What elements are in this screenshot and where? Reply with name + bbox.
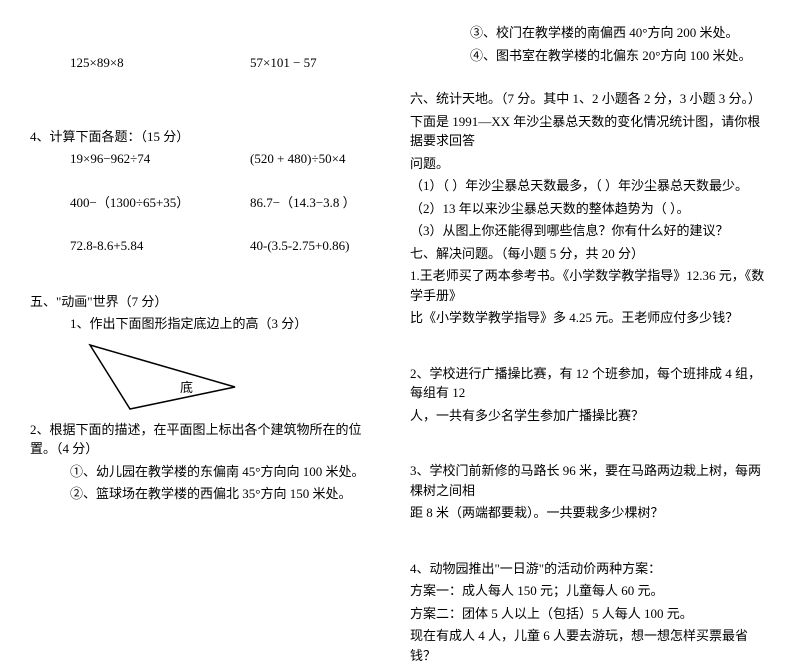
- section-5-title: 五、"动画"世界（7 分）: [30, 292, 380, 312]
- s6-q1: （1）（ ）年沙尘暴总天数最多，（ ）年沙尘暴总天数最少。: [410, 176, 770, 196]
- expr-1b: 57×101 − 57: [250, 53, 380, 73]
- s5-item-2-2: ②、篮球场在教学楼的西偏北 35°方向 150 米处。: [30, 484, 380, 504]
- s7-q4-b: 方案一：成人每人 150 元；儿童每人 60 元。: [410, 581, 770, 601]
- s4-row-1: 19×96−962÷74 (520 + 480)÷50×4: [30, 149, 380, 169]
- s6-intro-1: 下面是 1991—XX 年沙尘暴总天数的变化情况统计图，请你根据要求回答: [410, 112, 770, 151]
- s7-q1-b: 比《小学数学教学指导》多 4.25 元。王老师应付多少钱？: [410, 308, 770, 328]
- s4-row-2: 400−（1300÷65+35） 86.7−（14.3−3.8 ）: [30, 193, 380, 213]
- s7-q1-a: 1.王老师买了两本参考书。《小学数学教学指导》12.36 元，《数学手册》: [410, 266, 770, 305]
- expr-row-1: 125×89×8 57×101 − 57: [30, 53, 380, 73]
- s7-q2-a: 2、学校进行广播操比赛，有 12 个班参加，每个班排成 4 组，每组有 12: [410, 364, 770, 403]
- page: 125×89×8 57×101 − 57 4、计算下面各题：（15 分） 19×…: [0, 0, 800, 565]
- s7-q4-d: 现在有成人 4 人，儿童 6 人要去游玩，想一想怎样买票最省钱？: [410, 626, 770, 665]
- s7-q4-a: 4、动物园推出"一日游"的活动价两种方案：: [410, 559, 770, 579]
- s4-row-3: 72.8-8.6+5.84 40-(3.5-2.75+0.86): [30, 236, 380, 256]
- section-4-title: 4、计算下面各题：（15 分）: [30, 127, 380, 147]
- s4-3a: 72.8-8.6+5.84: [70, 236, 250, 256]
- s6-intro-2: 问题。: [410, 154, 770, 174]
- right-column: ③、校门在教学楼的南偏西 40°方向 200 米处。 ④、图书室在教学楼的北偏东…: [400, 20, 770, 545]
- s4-2a: 400−（1300÷65+35）: [70, 193, 250, 213]
- triangle-svg: [70, 337, 270, 417]
- s4-3b: 40-(3.5-2.75+0.86): [250, 236, 380, 256]
- s7-q3-b: 距 8 米（两端都要栽）。一共要栽多少棵树？: [410, 503, 770, 523]
- left-column: 125×89×8 57×101 − 57 4、计算下面各题：（15 分） 19×…: [30, 20, 400, 545]
- expr-1a: 125×89×8: [70, 53, 250, 73]
- s5-item-2-3: ③、校门在教学楼的南偏西 40°方向 200 米处。: [410, 23, 770, 43]
- s5-item-2-1: ①、幼儿园在教学楼的东偏南 45°方向向 100 米处。: [30, 462, 380, 482]
- s5-item-2: 2、根据下面的描述，在平面图上标出各个建筑物所在的位置。（4 分）: [30, 420, 380, 459]
- s5-item-2-4: ④、图书室在教学楼的北偏东 20°方向 100 米处。: [410, 46, 770, 66]
- s7-q4-c: 方案二：团体 5 人以上（包括）5 人每人 100 元。: [410, 604, 770, 624]
- section-6-title: 六、统计天地。（7 分。其中 1、2 小题各 2 分，3 小题 3 分。）: [410, 89, 770, 109]
- triangle-figure: 底: [70, 337, 380, 417]
- s7-q2-b: 人，一共有多少名学生参加广播操比赛？: [410, 406, 770, 426]
- s4-1b: (520 + 480)÷50×4: [250, 149, 380, 169]
- s4-1a: 19×96−962÷74: [70, 149, 250, 169]
- section-7-title: 七、解决问题。（每小题 5 分，共 20 分）: [410, 244, 770, 264]
- s6-q2: （2）13 年以来沙尘暴总天数的整体趋势为（ ）。: [410, 199, 770, 219]
- s7-q3-a: 3、学校门前新修的马路长 96 米，要在马路两边栽上树，每两棵树之间相: [410, 461, 770, 500]
- s5-item-1: 1、作出下面图形指定底边上的高（3 分）: [30, 314, 380, 334]
- s4-2b: 86.7−（14.3−3.8 ）: [250, 193, 380, 213]
- triangle-base-label: 底: [180, 377, 193, 396]
- s6-q3: （3）从图上你还能得到哪些信息？你有什么好的建议？: [410, 221, 770, 241]
